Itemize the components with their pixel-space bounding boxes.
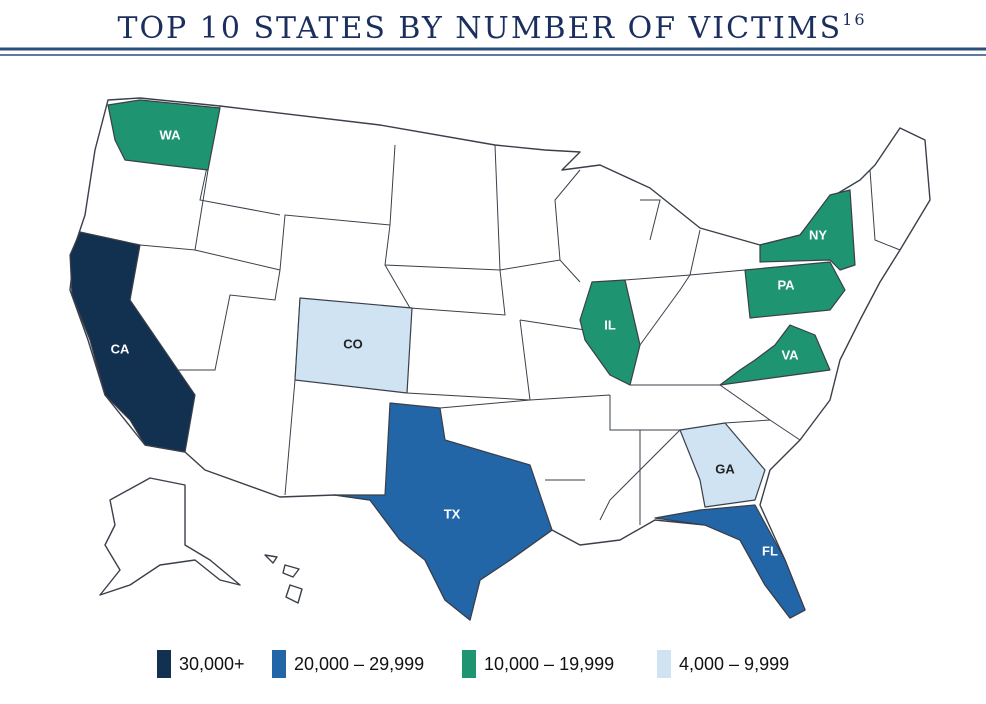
legend-swatch	[272, 650, 286, 678]
title: TOP 10 STATES BY NUMBER OF VICTIMS16	[117, 10, 866, 47]
state-label: PA	[777, 277, 795, 292]
title-text: TOP 10 STATES BY NUMBER OF VICTIMS	[117, 11, 842, 46]
legend-label: 20,000 – 29,999	[294, 654, 424, 674]
state-borders	[139, 105, 901, 525]
state-label: CO	[343, 336, 363, 351]
state-pa	[744, 261, 846, 319]
state-label: NY	[809, 227, 827, 242]
state-tx	[334, 402, 553, 621]
legend-swatch	[462, 650, 476, 678]
state-ca	[69, 231, 196, 453]
legend-label: 30,000+	[179, 654, 245, 674]
legend-label: 4,000 – 9,999	[679, 654, 789, 674]
legend-label: 10,000 – 19,999	[484, 654, 614, 674]
state-label: IL	[604, 317, 616, 332]
state-label: FL	[762, 543, 778, 558]
state-ga	[679, 422, 766, 508]
state-il	[579, 279, 641, 386]
state-label: TX	[444, 506, 461, 521]
state-co	[294, 297, 413, 394]
state-wa	[107, 99, 221, 171]
state-va	[719, 324, 831, 386]
state-fl	[654, 504, 806, 619]
legend-swatch	[657, 650, 671, 678]
us-map: CA TX FL WA IL NY PA VA CO GA	[69, 97, 931, 621]
state-ny	[759, 189, 856, 271]
legend-swatch	[157, 650, 171, 678]
state-label: GA	[715, 461, 735, 476]
alaska	[99, 477, 241, 596]
title-superscript: 16	[842, 10, 866, 29]
state-label: CA	[111, 341, 130, 356]
state-label: WA	[160, 127, 182, 142]
hawaii	[264, 554, 303, 604]
legend: 30,000+ 20,000 – 29,999 10,000 – 19,999 4,0…	[157, 650, 789, 678]
state-label: VA	[781, 347, 799, 362]
